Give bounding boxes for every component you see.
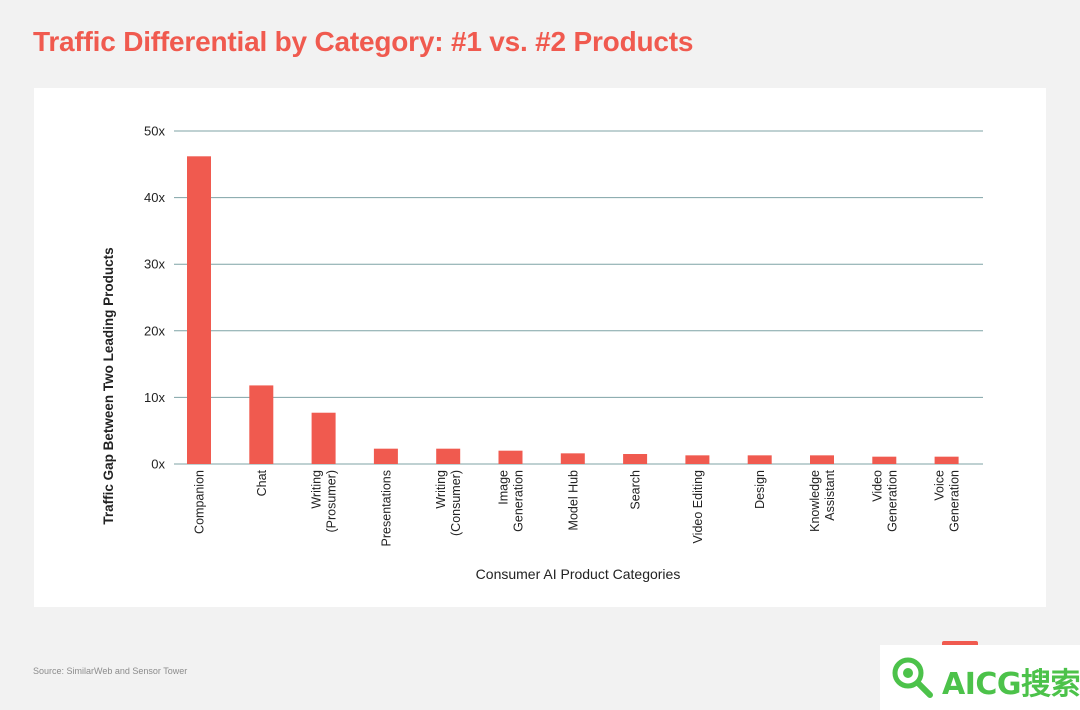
x-tick-label-line: Image [497, 470, 511, 505]
x-tick-label: Voice Generation [933, 470, 962, 532]
x-tick-label-line: Model Hub [566, 470, 580, 530]
x-tick-label: Presentations [379, 470, 393, 546]
x-tick-label: Chat [255, 469, 269, 496]
x-tick-label: Search [629, 470, 643, 510]
x-tick-label-line: Writing [434, 470, 448, 509]
y-tick-label: 0x [151, 457, 165, 472]
y-tick-label: 10x [144, 390, 165, 405]
watermark-logo: AICG搜索 [880, 645, 1080, 710]
x-tick-label-line: Design [753, 470, 767, 509]
bar [373, 448, 398, 464]
watermark-text: AICG搜索 [942, 667, 1080, 702]
bar [249, 385, 274, 464]
bar [934, 456, 959, 464]
x-tick-label-line: Video Editing [691, 470, 705, 543]
x-tick-label-line: Generation [512, 470, 526, 532]
bar [747, 455, 772, 464]
y-tick-label: 50x [144, 124, 165, 139]
x-tick-label: Video Generation [870, 470, 899, 532]
bar [436, 448, 461, 464]
bar [810, 455, 834, 464]
x-tick-label-line: Writing [310, 470, 324, 509]
x-tick-label-line: Chat [255, 469, 269, 496]
bar [187, 156, 211, 465]
bar [685, 455, 710, 464]
x-tick-label: Video Editing [691, 470, 705, 543]
x-tick-label: Writing (Consumer) [434, 470, 463, 536]
x-tick-label-line: Assistant [823, 469, 837, 520]
y-tick-label: 30x [144, 257, 165, 272]
bar [872, 456, 897, 464]
x-tick-label: Model Hub [566, 470, 580, 530]
x-tick-label-line: Companion [193, 470, 207, 534]
x-tick-label-line: (Consumer) [449, 470, 463, 536]
x-tick-label-line: Voice [933, 470, 947, 501]
x-tick-label-line: Video [870, 470, 884, 502]
bars [187, 156, 959, 465]
x-tick-label-line: Generation [948, 470, 962, 532]
x-tick-label: Image Generation [497, 470, 526, 532]
bar [498, 450, 523, 464]
gridlines [174, 130, 983, 465]
bar [560, 453, 585, 464]
chart-title: Traffic Differential by Category: #1 vs.… [33, 26, 694, 57]
x-tick-label: Knowledge Assistant [808, 469, 837, 531]
x-axis-label: Consumer AI Product Categories [476, 566, 681, 582]
chart-card: 0x 10x 20x 30x 40x 50x Companion Chat Writing (P… [34, 88, 1046, 607]
x-tick-label-line: Search [629, 470, 643, 510]
x-tick-label-line: Knowledge [808, 470, 822, 532]
source-note: Source: SimilarWeb and Sensor Tower [33, 666, 188, 676]
y-axis-label: Traffic Gap Between Two Leading Products [101, 247, 116, 524]
y-tick-label: 40x [144, 190, 165, 205]
x-tick-label: Design [753, 470, 767, 509]
y-tick-labels: 0x 10x 20x 30x 40x 50x [144, 124, 165, 472]
badge-decoration [942, 641, 978, 648]
x-tick-label-line: Presentations [379, 470, 393, 546]
bar [623, 454, 648, 464]
search-icon [892, 657, 933, 698]
x-tick-labels: Companion Chat Writing (Prosumer) Presentati… [193, 469, 962, 546]
x-tick-label-line: Generation [885, 470, 899, 532]
x-tick-label: Companion [193, 470, 207, 534]
y-tick-label: 20x [144, 323, 165, 338]
x-tick-label: Writing (Prosumer) [310, 470, 339, 533]
x-tick-label-line: (Prosumer) [325, 470, 339, 533]
bar [311, 412, 336, 464]
